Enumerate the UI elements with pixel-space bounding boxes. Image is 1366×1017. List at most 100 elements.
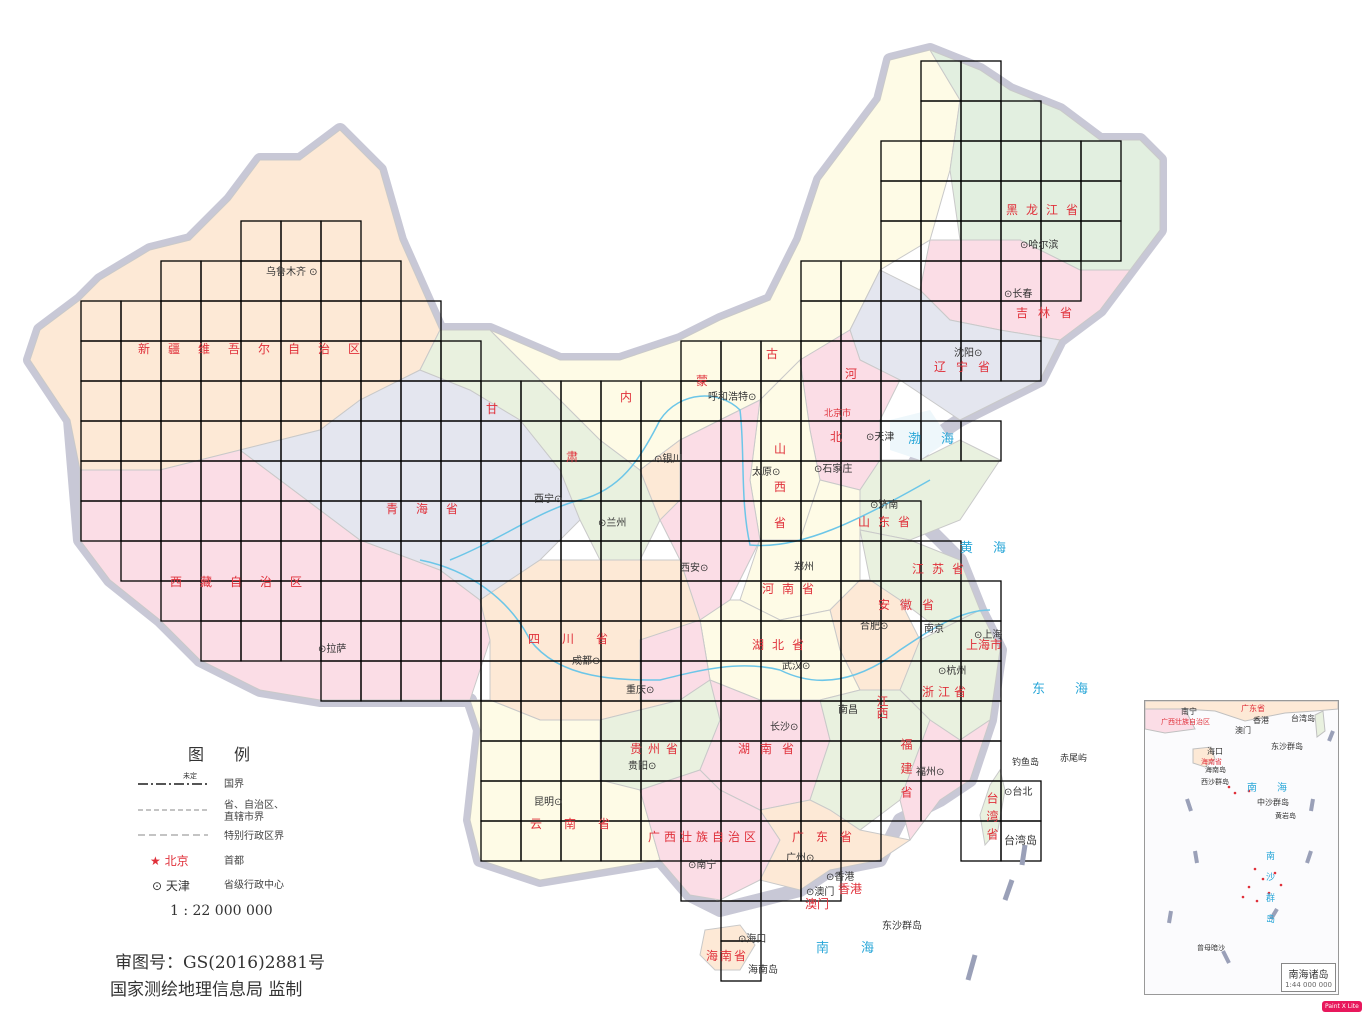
city-yinchuan-name: 银川 — [662, 454, 683, 465]
city-guangzhou-name: 广州 — [786, 853, 806, 864]
city-zhengzhou: 郑州 — [794, 558, 814, 573]
city-shanghaicity-name: 上海 — [982, 630, 1003, 641]
label-hebei-2: 北 — [830, 430, 861, 444]
city-urumqi-name: 乌鲁木齐 — [266, 267, 306, 278]
label-shanxi: 山 — [774, 442, 805, 456]
inset-dongsha: 东沙群岛 — [1271, 742, 1303, 751]
city-guangzhou: 广州⊙ — [786, 853, 815, 864]
islet — [1279, 883, 1283, 887]
legend-national-border-label: 国界 — [224, 779, 244, 790]
label-hubei: 湖北省 — [752, 638, 813, 652]
dash-segment — [965, 954, 978, 981]
inset-islets — [1227, 785, 1283, 903]
circle-dot-icon: ⊙ — [152, 879, 163, 893]
islet — [1267, 891, 1271, 895]
grid-tile — [800, 860, 842, 902]
grid-tile — [960, 420, 1002, 462]
city-guiyang: 贵阳⊙ — [628, 761, 657, 772]
islet — [1255, 899, 1259, 903]
label-yunnan: 云南省 — [530, 817, 633, 831]
city-fuzhou: 福州⊙ — [916, 767, 945, 778]
city-nanjing: 南京 — [924, 620, 944, 635]
legend-line-samples — [138, 783, 208, 836]
city-haerbin: ⊙哈尔滨 — [1020, 240, 1059, 251]
inset-nanhai: 南海 — [1247, 783, 1307, 794]
dash-segment — [1193, 850, 1199, 864]
city-taibei-name: 台北 — [1012, 787, 1033, 798]
city-hangzhou-name: 杭州 — [946, 666, 967, 677]
city-fuzhou-name: 福州 — [916, 767, 936, 778]
islet — [1241, 895, 1245, 899]
dash-segment — [1167, 910, 1173, 924]
label-qinghai: 青海省 — [386, 502, 477, 516]
inset-title: 南海诸岛 1:44 000 000 — [1281, 963, 1336, 992]
city-xian-name: 西安 — [680, 563, 700, 574]
grid-tile — [1040, 260, 1082, 302]
label-jiangsu: 江苏省 — [912, 562, 973, 576]
legend-provincial-capital-label: 省级行政中心 — [224, 880, 284, 891]
city-huhehaote-name: 呼和浩特 — [708, 392, 748, 403]
label-shanghai: 上海市 — [966, 638, 1003, 652]
nine-dash-line — [965, 844, 1028, 981]
inset-taiwan-island — [1314, 710, 1326, 738]
label-shandong: 山东省 — [858, 515, 919, 529]
island-hainandao: 海南岛 — [748, 965, 778, 976]
inset-taiwandao: 台湾岛 — [1291, 714, 1315, 723]
city-tianjin: ⊙天津 — [866, 432, 895, 443]
city-huhehaote: 呼和浩特⊙ — [708, 392, 757, 403]
label-gansu: 甘 — [486, 402, 517, 416]
region-heilongjiang — [928, 48, 1161, 271]
city-hangzhou: ⊙杭州 — [938, 666, 967, 677]
city-xian: 西安⊙ — [680, 563, 709, 574]
region-hainan — [699, 924, 756, 971]
dash-segment — [1269, 907, 1279, 921]
city-kunming: 昆明⊙ — [534, 797, 563, 808]
city-chongqing: 重庆⊙ — [626, 685, 655, 696]
legend-province-border-label: 省、自治区、 直辖市界 — [224, 800, 284, 823]
label-neimenggu: 内 — [620, 390, 651, 404]
islet — [1273, 871, 1277, 875]
city-aomencity: ⊙澳门 — [806, 887, 835, 898]
legend-undetermined: 未定 — [183, 772, 197, 780]
islet — [1233, 791, 1237, 795]
city-xining: 西宁⊙ — [534, 494, 563, 505]
label-aomen: 澳门 — [805, 897, 830, 911]
city-changsha: 长沙⊙ — [770, 722, 799, 733]
inset-xisha: 西沙群岛 — [1201, 778, 1229, 786]
city-kunming-name: 昆明 — [534, 797, 554, 808]
island-diaoyu: 钓鱼岛 — [1012, 758, 1040, 768]
city-nanning: ⊙南宁 — [688, 860, 717, 871]
label-hainan: 海南省 — [706, 949, 749, 963]
star-icon: ★ — [150, 854, 161, 868]
city-tianjin-name: 天津 — [874, 432, 895, 443]
city-shanghaicity: ⊙上海 — [974, 630, 1003, 641]
grid-tile — [1000, 340, 1042, 382]
label-jilin: 吉林省 — [1016, 306, 1083, 320]
island-chiwei: 赤尾屿 — [1060, 754, 1088, 764]
city-xianggangcity-name: 香港 — [834, 872, 855, 883]
city-nanjing-name: 南京 — [924, 624, 944, 635]
sea-bohai: 渤海 — [908, 432, 975, 447]
label-xinjiang: 新疆维吾尔自治区 — [138, 342, 379, 356]
city-haikou-name: 海口 — [746, 934, 767, 945]
islet — [1247, 789, 1251, 793]
city-chengdu: 成都⊙ — [572, 656, 601, 667]
legend-capital-name: 北京 — [164, 854, 189, 868]
dash-segment — [1309, 798, 1315, 812]
city-aomencity-name: 澳门 — [814, 887, 835, 898]
inset-xianggang: 香港 — [1253, 716, 1269, 725]
island-taiwandao: 台湾岛 — [1004, 834, 1037, 847]
city-jinan-name: 济南 — [878, 500, 899, 511]
city-nanchang: 南昌 — [838, 701, 858, 716]
approval-number: 审图号：GS(2016)2881号 — [115, 953, 326, 973]
label-fujian: 福建省 — [899, 738, 913, 810]
tile-grid — [80, 60, 1122, 982]
yellow-river — [449, 395, 931, 561]
city-taibei: ⊙台北 — [1004, 787, 1033, 798]
label-gansu-2: 肃 — [566, 450, 597, 464]
inset-map — [1145, 701, 1338, 964]
city-lasa-name: 拉萨 — [326, 644, 347, 655]
city-changchun: ⊙长春 — [1004, 289, 1033, 300]
dash-segment — [1221, 950, 1231, 964]
map-scale: 1 : 22 000 000 — [170, 903, 273, 919]
